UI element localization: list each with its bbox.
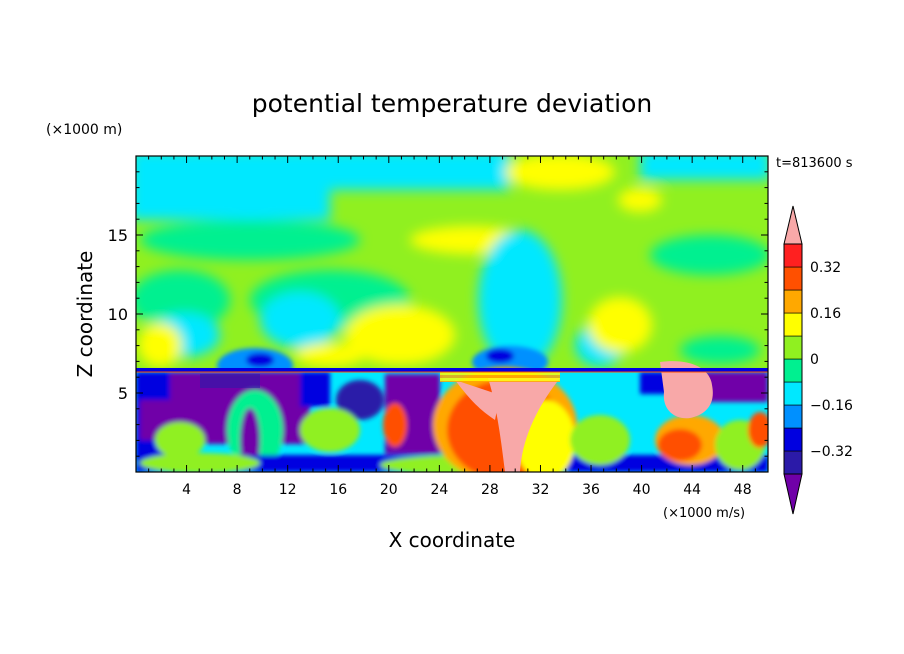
- x-tick-label: 24: [430, 482, 448, 498]
- colorbar-swatch: [783, 404, 803, 429]
- x-tick-label: 48: [734, 482, 752, 498]
- x-tick-label: 40: [633, 482, 651, 498]
- x-unit-label: (×1000 m/s): [663, 506, 745, 521]
- colorbar-swatch: [783, 450, 803, 475]
- x-tick-label: 20: [380, 482, 398, 498]
- y-tick-label: 15: [108, 226, 128, 245]
- colorbar-swatch: [783, 266, 803, 291]
- colorbar-frame: [783, 243, 803, 475]
- colorbar-tick-label: 0: [810, 352, 819, 368]
- x-tick-label: 12: [279, 482, 297, 498]
- colorbar-tick-label: 0.16: [810, 306, 841, 322]
- x-tick-label: 36: [582, 482, 600, 498]
- colorbar: 0.32 0.16 0 −0.16 −0.32: [783, 205, 853, 515]
- colorbar-tick-label: −0.16: [810, 398, 853, 414]
- colorbar-tick-label: 0.32: [810, 260, 841, 276]
- colorbar-swatch: [783, 335, 803, 360]
- y-ticks: 5 10 15: [108, 171, 768, 457]
- x-tick-label: 44: [683, 482, 701, 498]
- colorbar-swatch: [783, 243, 803, 268]
- chart-title: potential temperature deviation: [252, 89, 652, 118]
- colorbar-extend-high: [783, 205, 803, 245]
- y-unit-label: (×1000 m): [46, 122, 122, 138]
- time-label: t=813600 s: [776, 156, 853, 171]
- x-tick-label: 32: [532, 482, 550, 498]
- colorbar-swatch: [783, 289, 803, 314]
- field-plot: [136, 156, 768, 472]
- colorbar-tick-label: −0.32: [810, 444, 853, 460]
- colorbar-swatch: [783, 427, 803, 452]
- x-axis-label: X coordinate: [389, 528, 516, 552]
- y-axis-label: Z coordinate: [73, 251, 97, 378]
- colorbar-swatch: [783, 381, 803, 406]
- x-tick-label: 4: [182, 482, 191, 498]
- x-tick-label: 28: [481, 482, 499, 498]
- colorbar-swatch: [783, 358, 803, 383]
- x-tick-label: 16: [329, 482, 347, 498]
- y-tick-label: 5: [118, 384, 128, 403]
- y-tick-label: 10: [108, 305, 128, 324]
- x-tick-label: 8: [233, 482, 242, 498]
- colorbar-swatch: [783, 312, 803, 337]
- colorbar-extend-low: [783, 473, 803, 515]
- x-ticks: 4 8 12 16 20 24 28 32 36 40 44 48: [148, 156, 756, 498]
